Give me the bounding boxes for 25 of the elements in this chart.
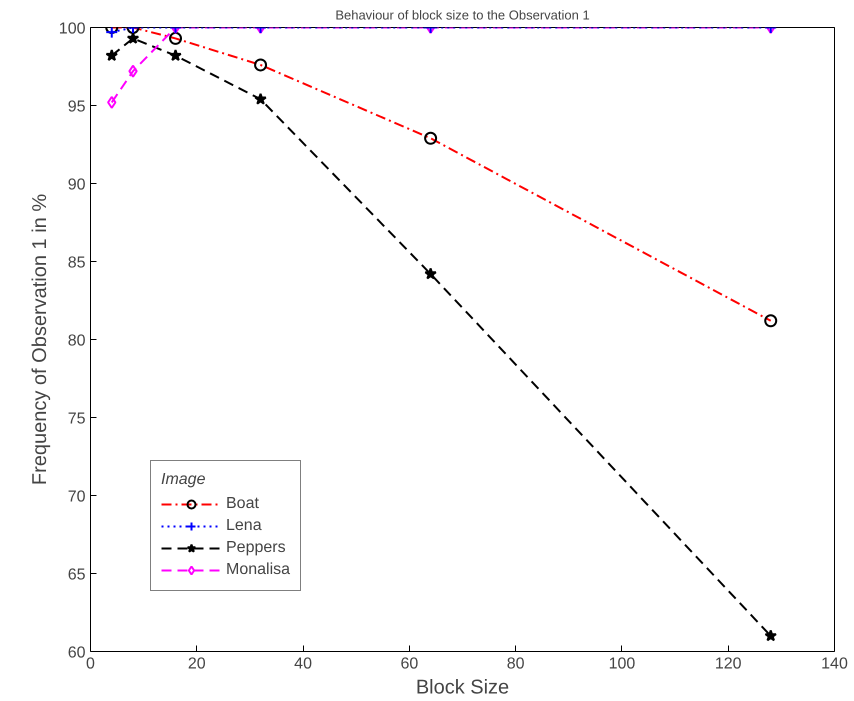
legend-label: Peppers	[226, 539, 286, 557]
legend-title: Image	[161, 471, 206, 489]
chart-title: Behaviour of block size to the Observation 1	[335, 8, 590, 22]
y-tick-label: 95	[68, 98, 86, 116]
x-tick-label: 100	[608, 656, 636, 672]
legend-label: Lena	[226, 517, 262, 535]
x-tick-label: 60	[400, 656, 418, 672]
y-tick-label: 70	[68, 488, 86, 506]
y-tick-label: 85	[68, 254, 86, 272]
y-tick-label: 65	[68, 566, 86, 584]
y-tick-label: 60	[68, 644, 86, 662]
y-tick-label: 75	[68, 410, 86, 428]
legend-label: Monalisa	[226, 561, 290, 579]
x-axis-title: Block Size	[416, 676, 510, 698]
x-tick-label: 40	[294, 656, 312, 672]
legend-label: Boat	[226, 495, 259, 513]
x-tick-label: 80	[506, 656, 525, 672]
y-tick-label: 80	[68, 332, 86, 350]
y-tick-label: 90	[68, 176, 86, 194]
x-tick-label: 20	[188, 656, 206, 672]
y-tick-label: 100	[58, 20, 86, 38]
x-tick-label: 0	[86, 656, 96, 672]
x-tick-label: 140	[821, 656, 848, 672]
y-axis-title: Frequency of Observation 1 in %	[28, 194, 51, 486]
x-tick-label: 120	[714, 656, 742, 672]
